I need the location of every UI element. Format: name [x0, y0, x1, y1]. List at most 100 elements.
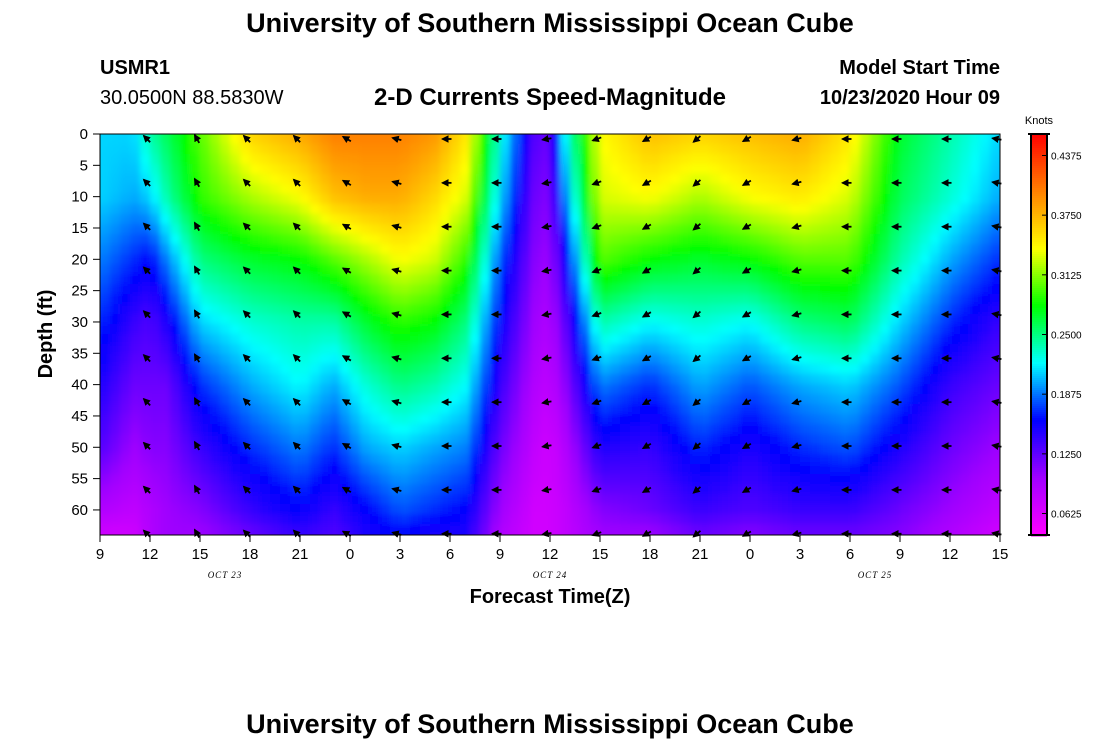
heatmap-cell — [490, 164, 501, 175]
heatmap-cell — [890, 154, 901, 165]
heatmap-cell — [390, 534, 401, 535]
heatmap-cell — [850, 194, 861, 205]
heatmap-cell — [470, 154, 481, 165]
heatmap-cell — [470, 194, 481, 205]
heatmap-cell — [420, 264, 431, 275]
heatmap-cell — [360, 474, 371, 485]
heatmap-cell — [200, 524, 211, 535]
heatmap-cell — [650, 404, 661, 415]
heatmap-cell — [350, 384, 361, 395]
heatmap-cell — [890, 534, 901, 535]
colorbar-swatch — [1031, 174, 1047, 177]
heatmap-cell — [760, 504, 771, 515]
heatmap-cell — [320, 474, 331, 485]
heatmap-cell — [710, 214, 721, 225]
heatmap-cell — [260, 534, 271, 535]
heatmap-cell — [770, 264, 781, 275]
heatmap-cell — [630, 354, 641, 365]
heatmap-cell — [670, 354, 681, 365]
heatmap-cell — [610, 464, 621, 475]
heatmap-cell — [500, 204, 511, 215]
heatmap-cell — [320, 374, 331, 385]
heatmap-cell — [970, 284, 981, 295]
heatmap-cell — [730, 474, 741, 485]
heatmap-cell — [410, 174, 421, 185]
heatmap-cell — [270, 374, 281, 385]
heatmap-cell — [190, 474, 201, 485]
heatmap-cell — [810, 334, 821, 345]
heatmap-cell — [980, 424, 991, 435]
heatmap-cell — [980, 244, 991, 255]
heatmap-cell — [160, 154, 171, 165]
heatmap-cell — [920, 354, 931, 365]
heatmap-cell — [360, 134, 371, 145]
colorbar-swatch — [1031, 422, 1047, 425]
heatmap-cell — [460, 374, 471, 385]
heatmap-cell — [170, 134, 181, 145]
colorbar-swatch — [1031, 274, 1047, 277]
heatmap-cell — [530, 304, 541, 315]
heatmap-cell — [230, 334, 241, 345]
heatmap-cell — [310, 184, 321, 195]
heatmap-cell — [930, 234, 941, 245]
heatmap-cell — [600, 294, 611, 305]
heatmap-cell — [820, 244, 831, 255]
heatmap-cell — [340, 384, 351, 395]
heatmap-cell — [990, 404, 1000, 415]
heatmap-cell — [710, 244, 721, 255]
heatmap-cell — [560, 434, 571, 445]
current-vector-arrow — [791, 354, 802, 362]
heatmap-cell — [260, 334, 271, 345]
heatmap-cell — [840, 314, 851, 325]
current-vector-arrow — [641, 178, 652, 186]
heatmap-cell — [180, 484, 191, 495]
heatmap-cell — [860, 274, 871, 285]
heatmap-cell — [870, 414, 881, 425]
heatmap-cell — [700, 224, 711, 235]
heatmap-cell — [810, 414, 821, 425]
heatmap-cell — [230, 304, 241, 315]
heatmap-cell — [100, 344, 111, 355]
heatmap-cell — [120, 154, 131, 165]
heatmap-cell — [160, 324, 171, 335]
heatmap-cell — [400, 444, 411, 455]
heatmap-cell — [620, 434, 631, 445]
heatmap-cell — [500, 484, 511, 495]
heatmap-cell — [930, 144, 941, 155]
heatmap-cell — [650, 234, 661, 245]
heatmap-cell — [500, 514, 511, 525]
heatmap-cell — [170, 494, 181, 505]
heatmap-cell — [290, 374, 301, 385]
heatmap-cell — [520, 134, 531, 145]
heatmap-cell — [770, 484, 781, 495]
heatmap-cell — [190, 364, 201, 375]
heatmap-cell — [780, 414, 791, 425]
heatmap-cell — [580, 404, 591, 415]
heatmap-cell — [830, 404, 841, 415]
heatmap-cell — [640, 254, 651, 265]
heatmap-cell — [430, 424, 441, 435]
heatmap-cell — [350, 154, 361, 165]
colorbar-swatch — [1031, 282, 1047, 285]
heatmap-cell — [840, 144, 851, 155]
heatmap-cell — [260, 324, 271, 335]
y-tick-label: 55 — [71, 471, 88, 488]
heatmap-cell — [810, 254, 821, 265]
heatmap-cell — [580, 314, 591, 325]
heatmap-cell — [340, 234, 351, 245]
heatmap-cell — [970, 214, 981, 225]
current-vector-arrow — [791, 441, 802, 450]
heatmap-cell — [890, 434, 901, 445]
heatmap-cell — [730, 204, 741, 215]
heatmap-cell — [350, 444, 361, 455]
heatmap-cell — [610, 244, 621, 255]
heatmap-cell — [900, 364, 911, 375]
heatmap-cell — [560, 264, 571, 275]
heatmap-cell — [410, 524, 421, 535]
heatmap-cell — [180, 494, 191, 505]
heatmap-cell — [330, 504, 341, 515]
heatmap-cell — [270, 524, 281, 535]
heatmap-cell — [100, 174, 101, 185]
heatmap-cell — [360, 254, 371, 265]
